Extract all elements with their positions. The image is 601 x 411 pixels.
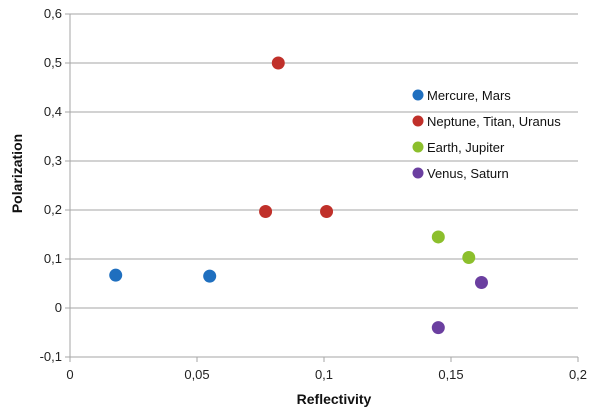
x-tick-label: 0,15 [438, 367, 463, 382]
legend-marker [412, 89, 424, 101]
legend-entry: Earth, Jupiter [427, 140, 505, 155]
x-tick-label: 0 [66, 367, 73, 382]
legend-marker [412, 167, 424, 179]
data-point [203, 269, 217, 283]
data-point [109, 268, 123, 282]
y-tick-label: 0,3 [44, 153, 62, 168]
data-point [259, 204, 273, 218]
legend: Mercure, Mars Neptune, Titan, Uranus Earth… [412, 88, 561, 181]
legend-marker [412, 141, 424, 153]
y-tick-label: 0,6 [44, 6, 62, 21]
data-point [271, 56, 285, 70]
data-point [431, 321, 445, 335]
axes [65, 13, 579, 362]
legend-entry: Mercure, Mars [427, 88, 511, 103]
x-axis-title: Reflectivity [297, 391, 372, 407]
y-tick-label: 0,4 [44, 104, 62, 119]
legend-entry: Neptune, Titan, Uranus [427, 114, 561, 129]
x-tick-label: 0,1 [315, 367, 333, 382]
tick-labels: -0,1 0 0,1 0,2 0,3 0,4 0,5 0,6 0 0,05 0,1 0,15 0,2 [40, 6, 587, 382]
legend-marker [412, 115, 424, 127]
y-tick-label: 0,1 [44, 251, 62, 266]
data-point [474, 276, 488, 290]
y-tick-label: -0,1 [40, 349, 62, 364]
data-points [109, 56, 488, 335]
y-axis-title: Polarization [9, 134, 25, 213]
data-point [462, 251, 476, 265]
y-tick-label: 0 [55, 300, 62, 315]
x-tick-label: 0,05 [184, 367, 209, 382]
data-point [431, 230, 445, 244]
y-tick-label: 0,2 [44, 202, 62, 217]
y-tick-label: 0,5 [44, 55, 62, 70]
legend-entry: Venus, Saturn [427, 166, 509, 181]
gridlines [70, 13, 578, 358]
x-tick-label: 0,2 [569, 367, 587, 382]
data-point [320, 204, 334, 218]
